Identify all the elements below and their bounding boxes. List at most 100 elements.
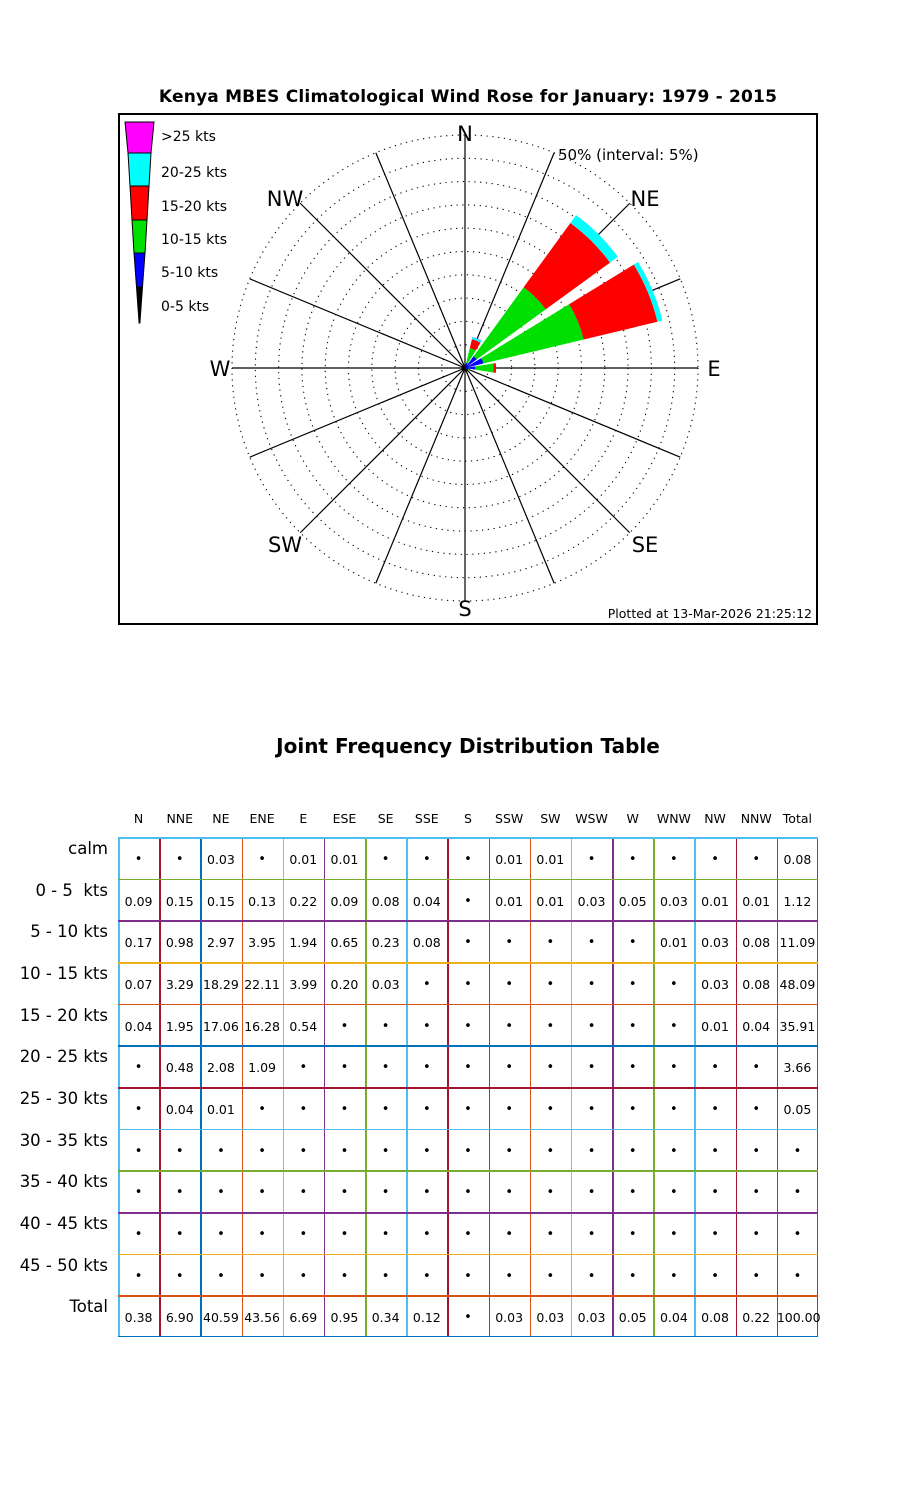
cell-7-8: • bbox=[464, 1143, 472, 1159]
cell-9-10: • bbox=[546, 1226, 555, 1242]
legend-label-1: 20-25 kts bbox=[161, 165, 227, 181]
spoke-line bbox=[299, 202, 466, 369]
cell-11-8: • bbox=[464, 1310, 472, 1326]
scale-label: 50% (interval: 5%) bbox=[558, 146, 699, 164]
cell-7-9: • bbox=[505, 1143, 513, 1159]
cell-2-14: 0.03 bbox=[701, 935, 729, 951]
cell-8-1: • bbox=[175, 1185, 184, 1201]
cell-2-11: • bbox=[587, 935, 596, 951]
cell-7-6: • bbox=[381, 1143, 390, 1159]
col-header-ene: ENE bbox=[249, 811, 275, 826]
cell-3-14: 0.03 bbox=[701, 976, 729, 992]
cell-5-15: • bbox=[752, 1060, 761, 1076]
cell-4-1: 1.95 bbox=[165, 1018, 194, 1034]
col-header-sse: SSE bbox=[414, 811, 439, 826]
cell-10-14: • bbox=[711, 1268, 719, 1284]
petal-ese-510kts bbox=[465, 368, 469, 370]
cell-4-8: • bbox=[464, 1018, 472, 1034]
cell-1-11: 0.03 bbox=[577, 893, 606, 909]
spoke-line bbox=[249, 278, 466, 369]
grid-hline bbox=[118, 837, 818, 839]
cell-9-13: • bbox=[670, 1226, 678, 1242]
cell-5-13: • bbox=[670, 1060, 678, 1076]
petal-e-1520kts bbox=[493, 363, 497, 373]
cell-6-10: • bbox=[546, 1101, 555, 1117]
legend-label-3: 10-15 kts bbox=[161, 232, 227, 248]
cell-8-5: • bbox=[340, 1185, 349, 1201]
compass-label-sw: SW bbox=[268, 533, 302, 557]
cell-4-4: 0.54 bbox=[289, 1018, 318, 1034]
spoke-line bbox=[464, 152, 555, 369]
cell-7-1: • bbox=[175, 1143, 184, 1159]
cell-3-1: 3.29 bbox=[165, 976, 194, 992]
row-label-15-20-kts: 15 - 20 kts bbox=[19, 1005, 108, 1025]
compass-label-s: S bbox=[458, 597, 471, 621]
row-label-35-40-kts: 35 - 40 kts bbox=[19, 1172, 108, 1192]
cell-6-4: • bbox=[299, 1101, 308, 1117]
petal-nne-1015kts bbox=[466, 347, 476, 364]
cell-11-0: 0.38 bbox=[124, 1310, 153, 1326]
cell-3-3: 22.11 bbox=[244, 976, 280, 992]
legend-label-2: 15-20 kts bbox=[161, 199, 227, 215]
wind-rose-title: Kenya MBES Climatological Wind Rose for … bbox=[158, 87, 778, 107]
petal-se-510kts bbox=[465, 368, 467, 370]
spoke-line bbox=[375, 367, 466, 584]
cell-3-2: 18.29 bbox=[203, 976, 239, 992]
cell-0-7: • bbox=[422, 851, 431, 867]
cell-5-2: 2.08 bbox=[207, 1060, 235, 1076]
grid-hline bbox=[118, 1003, 818, 1006]
row-label-5-10-kts: 5 - 10 kts bbox=[30, 922, 108, 942]
petal-ene-2025kts bbox=[633, 261, 663, 322]
cell-6-1: 0.04 bbox=[165, 1101, 194, 1117]
cell-2-8: • bbox=[464, 935, 472, 951]
cell-10-5: • bbox=[340, 1268, 349, 1284]
cell-6-8: • bbox=[464, 1101, 472, 1117]
cell-3-16: 48.09 bbox=[779, 976, 816, 992]
col-header-nne: NNE bbox=[166, 811, 194, 826]
cell-8-11: • bbox=[587, 1185, 596, 1201]
col-header-nnw: NNW bbox=[740, 811, 772, 826]
cell-4-10: • bbox=[546, 1018, 555, 1034]
cell-7-0: • bbox=[134, 1143, 143, 1159]
cell-2-6: 0.23 bbox=[371, 935, 400, 951]
grid-hline bbox=[118, 1170, 818, 1172]
cell-6-9: • bbox=[505, 1101, 513, 1117]
col-header-s: S bbox=[464, 811, 472, 826]
cell-9-3: • bbox=[258, 1226, 266, 1242]
petal-ne-2025kts bbox=[570, 215, 618, 263]
cell-5-6: • bbox=[381, 1060, 390, 1076]
cell-11-7: 0.12 bbox=[412, 1310, 441, 1326]
cell-1-15: 0.01 bbox=[742, 893, 771, 909]
row-label-25-30-kts: 25 - 30 kts bbox=[19, 1089, 108, 1108]
row-label-40-45-kts: 40 - 45 kts bbox=[19, 1214, 108, 1233]
cell-3-7: • bbox=[422, 976, 431, 992]
cell-9-4: • bbox=[299, 1226, 308, 1242]
cell-10-13: • bbox=[670, 1268, 678, 1284]
cell-4-11: • bbox=[587, 1018, 596, 1034]
cell-2-1: 0.98 bbox=[165, 935, 194, 951]
cell-0-8: • bbox=[464, 851, 472, 867]
cell-8-3: • bbox=[258, 1185, 266, 1201]
row-label-total: Total bbox=[69, 1297, 108, 1317]
table-title: Joint Frequency Distribution Table bbox=[276, 734, 660, 758]
cell-10-2: • bbox=[217, 1268, 225, 1284]
legend-swatch-3 bbox=[131, 219, 148, 254]
cell-8-6: • bbox=[381, 1185, 390, 1201]
grid-hline bbox=[118, 1295, 818, 1297]
cell-6-11: • bbox=[587, 1101, 596, 1117]
cell-10-15: • bbox=[752, 1268, 761, 1284]
cell-10-6: • bbox=[381, 1268, 390, 1284]
legend-swatch-4 bbox=[133, 252, 146, 288]
cell-8-7: • bbox=[422, 1185, 431, 1201]
cell-6-15: • bbox=[752, 1101, 761, 1117]
cell-6-2: 0.01 bbox=[207, 1101, 235, 1117]
cell-2-4: 1.94 bbox=[289, 935, 318, 951]
cell-3-0: 0.07 bbox=[124, 976, 153, 992]
cell-8-8: • bbox=[464, 1185, 472, 1201]
cell-11-16: 100.00 bbox=[776, 1310, 821, 1326]
cell-10-8: • bbox=[464, 1268, 472, 1284]
cell-7-3: • bbox=[258, 1143, 266, 1159]
cell-4-14: 0.01 bbox=[701, 1018, 729, 1034]
cell-11-4: 6.69 bbox=[289, 1310, 318, 1326]
cell-1-14: 0.01 bbox=[701, 893, 729, 909]
